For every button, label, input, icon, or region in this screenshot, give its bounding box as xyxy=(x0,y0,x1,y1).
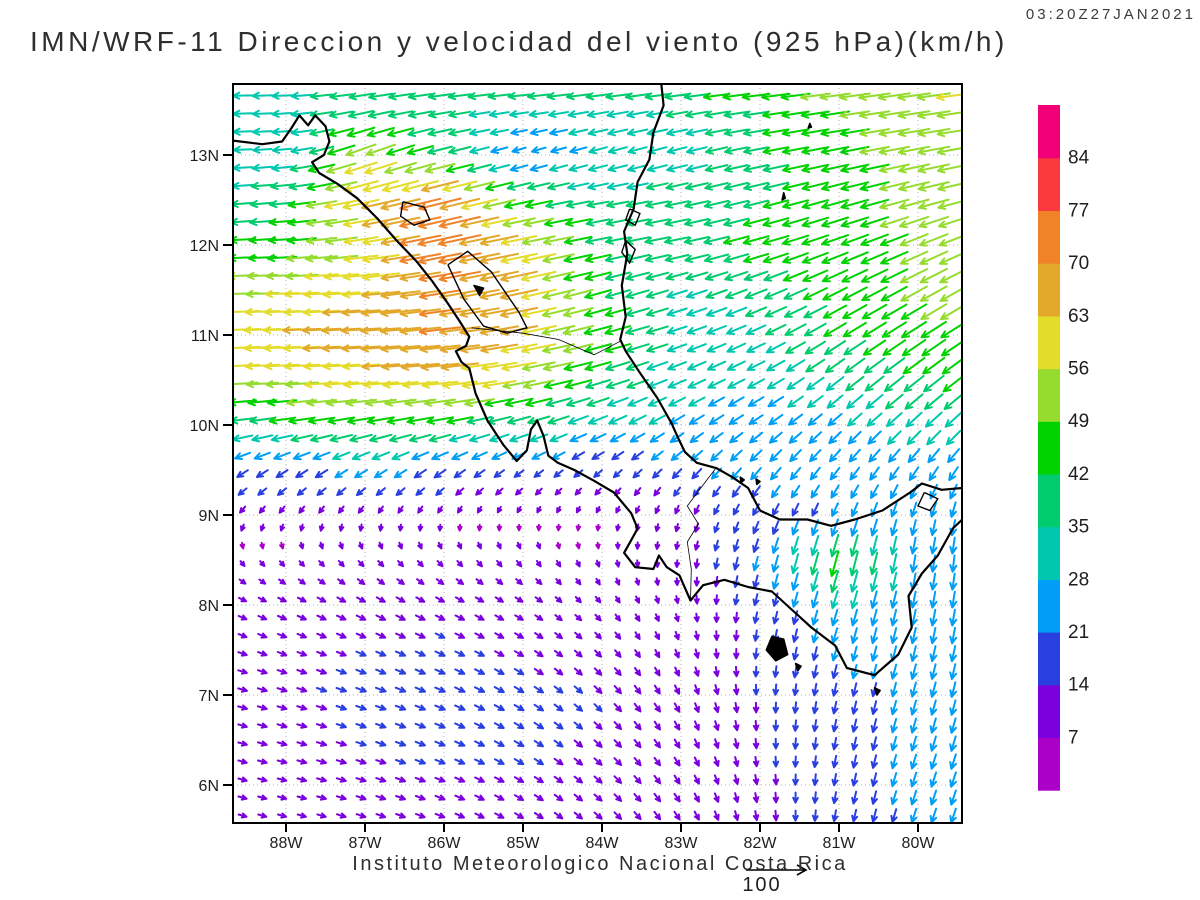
colorbar-segment xyxy=(1038,526,1060,580)
colorbar-segment xyxy=(1038,315,1060,370)
page-title: IMN/WRF-11 Direccion y velocidad del vie… xyxy=(30,26,1008,57)
colorbar: 84 77 70 63 56 49 42 35 28 21 14 7 xyxy=(1038,105,1090,791)
lon-tick-label: 83W xyxy=(665,835,699,852)
colorbar-segment xyxy=(1038,210,1060,264)
colorbar-segment xyxy=(1038,473,1060,528)
coastline-pacific xyxy=(233,114,962,677)
colorbar-tick-label: 56 xyxy=(1068,359,1089,380)
colorbar-segment xyxy=(1038,579,1060,633)
wind-arrow-set xyxy=(239,523,601,550)
colorbar-tick-label: 42 xyxy=(1068,464,1089,485)
colorbar-segment xyxy=(1038,368,1060,422)
island xyxy=(873,687,881,696)
colorbar-segment xyxy=(1038,737,1060,791)
lat-tick-label: 13N xyxy=(190,148,219,165)
lake-outline xyxy=(624,208,641,227)
wind-arrow-set xyxy=(399,197,482,336)
lat-tick-label: 12N xyxy=(190,238,219,255)
island xyxy=(794,662,802,672)
country-border xyxy=(686,467,717,601)
colorbar-tick-label: 49 xyxy=(1068,411,1089,432)
lat-tick-label: 8N xyxy=(199,598,219,615)
colorbar-tick-label: 70 xyxy=(1068,253,1089,274)
island xyxy=(739,476,745,484)
lon-tick-label: 84W xyxy=(586,835,620,852)
colorbar-tick-label: 28 xyxy=(1068,569,1089,590)
graticule xyxy=(233,84,962,823)
lon-tick-label: 85W xyxy=(507,835,541,852)
lat-tick-label: 11N xyxy=(191,328,219,345)
colorbar-tick-label: 77 xyxy=(1068,200,1089,221)
wind-arrow-set xyxy=(233,92,962,594)
wind-arrow-set xyxy=(233,91,962,610)
colorbar-tick-label: 14 xyxy=(1068,675,1090,696)
colorbar-segment xyxy=(1038,421,1060,475)
island xyxy=(807,122,813,129)
lon-tick-label: 87W xyxy=(349,835,383,852)
colorbar-segment xyxy=(1038,157,1060,211)
reference-arrow xyxy=(746,864,808,876)
lat-tick-label: 10N xyxy=(190,418,219,435)
reference-arrow-label: 100 xyxy=(742,874,781,896)
colorbar-segment xyxy=(1038,684,1060,738)
map-frame xyxy=(232,83,963,824)
coastline-layer xyxy=(233,84,962,696)
lon-tick-label: 82W xyxy=(744,835,778,852)
colorbar-tick-label: 84 xyxy=(1068,148,1090,169)
lake-outline xyxy=(399,201,431,226)
wind-arrow-set xyxy=(233,92,962,577)
lat-tick-label: 6N xyxy=(199,778,219,795)
valid-timestamp: 03:20Z27JAN2021 xyxy=(1025,6,1196,23)
country-border xyxy=(471,327,621,356)
lon-tick-label: 80W xyxy=(902,835,936,852)
island xyxy=(765,635,789,662)
lat-tick-label: 9N xyxy=(199,508,219,525)
wind-arrow-set xyxy=(233,93,962,390)
coastline-caribbean xyxy=(619,84,962,527)
wind-arrow-set xyxy=(234,128,960,823)
reference-arrow-group: 100 xyxy=(742,864,808,896)
lake-outline xyxy=(917,491,939,512)
institution-caption: Instituto Meteorologico Nacional Costa R… xyxy=(352,853,848,875)
wind-arrow-set xyxy=(233,92,962,407)
colorbar-tick-label: 21 xyxy=(1068,622,1089,643)
lon-tick-label: 86W xyxy=(428,835,462,852)
wind-arrows-layer xyxy=(233,91,962,823)
colorbar-segment xyxy=(1038,632,1060,686)
lake-outline xyxy=(621,239,637,265)
colorbar-tick-label: 7 xyxy=(1068,727,1079,748)
lon-tick-label: 88W xyxy=(270,835,304,852)
island xyxy=(781,192,787,201)
island xyxy=(755,478,761,486)
colorbar-segment xyxy=(1038,263,1060,317)
colorbar-segment xyxy=(1038,105,1060,159)
island xyxy=(473,284,485,297)
wind-arrow-set xyxy=(237,486,780,822)
colorbar-tick-label: 63 xyxy=(1068,306,1089,327)
colorbar-tick-label: 35 xyxy=(1068,517,1089,538)
lake-outline xyxy=(447,250,528,334)
wind-arrow-set xyxy=(236,450,898,823)
lat-tick-label: 7N xyxy=(199,688,219,705)
map-frame-layer: 88W 87W 86W 85W 84W 83W 82W 81W 80W 13N 12N 11N 10N 9… xyxy=(190,83,963,852)
lon-tick-label: 81W xyxy=(823,835,857,852)
